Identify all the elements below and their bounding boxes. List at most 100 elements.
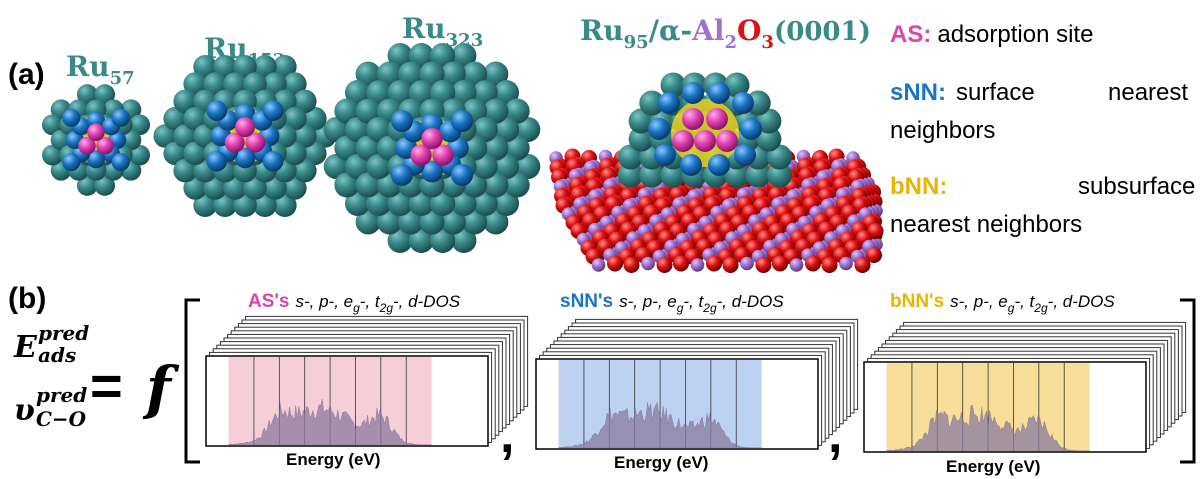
ru-atom — [756, 126, 782, 152]
surface-nn-atom — [451, 110, 474, 133]
ru-atom — [303, 141, 327, 166]
legend-bnn: bNN: subsurface nearest neighbors — [890, 173, 1200, 238]
ru-atom — [273, 54, 297, 79]
aluminum-atom — [690, 258, 705, 272]
left-bracket — [184, 298, 200, 464]
ru-atom — [334, 98, 360, 124]
adsorption-site-atom — [235, 117, 255, 138]
ru-atom — [223, 176, 247, 200]
ru-atom — [440, 209, 466, 235]
ru-atom — [323, 116, 349, 143]
ru-atom — [173, 124, 197, 148]
ru-atom — [41, 144, 63, 166]
surface-nn-atom — [648, 118, 670, 140]
surface-nn-atom — [390, 110, 413, 133]
surface-nn-atom — [654, 144, 676, 166]
ru-atom — [344, 116, 371, 143]
x-axis-label-snn: Energy (eV) — [614, 453, 708, 472]
ru-atom — [233, 54, 257, 79]
ru-atom — [628, 126, 654, 152]
ru-atom — [173, 158, 197, 183]
ru-atom — [472, 153, 498, 180]
dos-curve — [886, 405, 1090, 452]
ru-atom — [183, 141, 207, 166]
ru-atom — [253, 54, 277, 79]
adsorption-site-atom — [432, 144, 454, 166]
ru-atom — [376, 209, 402, 235]
adsorption-site-atom — [694, 130, 716, 152]
ru-atom — [472, 80, 498, 106]
panel-b-label: (b) — [8, 282, 46, 315]
ru-atom — [430, 43, 456, 69]
oxygen-atom — [805, 255, 821, 272]
ru-atom — [203, 176, 227, 200]
ru-atom — [639, 162, 665, 188]
surface-nn-atom — [708, 154, 730, 176]
ru-atom — [483, 98, 509, 124]
adsorption-site-atom — [682, 108, 704, 130]
legend-snn: sNN: surface nearest neighbors — [890, 79, 1195, 144]
ru-atom — [462, 135, 488, 161]
dos-curve — [558, 401, 762, 449]
ru-atom — [724, 72, 750, 98]
ru-atom — [745, 162, 771, 188]
ru-atom — [344, 190, 371, 216]
ru-atom — [462, 209, 488, 235]
ru-atom — [766, 162, 793, 188]
as-dos-title: AS's s-, p-, eg-, t2g-, d-DOS — [248, 291, 461, 315]
energy-pred-label: Epred ads — [13, 321, 89, 367]
surface-nn-atom — [262, 150, 284, 172]
ru-atom — [243, 72, 267, 96]
ru-atom — [660, 162, 686, 188]
ru-atom — [283, 176, 307, 200]
ru-atom — [366, 153, 392, 180]
right-bracket — [1180, 298, 1196, 464]
oxygen-atom — [867, 223, 884, 239]
ru153-cluster-render — [153, 54, 337, 218]
dos-curve — [228, 398, 432, 446]
oxygen-atom — [755, 257, 772, 273]
adsorption-site-atom — [421, 127, 443, 150]
ru-atom — [120, 129, 142, 151]
as-dos-stack — [205, 315, 529, 447]
ru-atom — [376, 61, 402, 87]
cluster-title-ru57: Ru57 — [66, 50, 135, 89]
ru-atom — [355, 61, 381, 87]
adsorption-site-atom — [716, 130, 738, 152]
dos-front-panel — [205, 355, 489, 447]
ru323-cluster-render — [323, 43, 541, 253]
ru-atom — [173, 89, 197, 114]
ru95-cluster-render — [617, 72, 793, 188]
adsorption-site-atom — [96, 137, 114, 155]
ru-atom — [504, 172, 530, 198]
ru-atom — [76, 175, 98, 196]
surface-nn-atom — [451, 163, 474, 186]
ru-atom — [451, 80, 477, 106]
surface-nn-atom — [111, 153, 130, 172]
surface-nn-atom — [421, 160, 443, 183]
ru-atom — [387, 43, 413, 69]
ru-atom — [483, 209, 509, 235]
panel-a-label: (a) — [8, 58, 45, 91]
ru57-cluster-render — [41, 84, 151, 196]
ru-atom — [472, 190, 498, 216]
ru-atom — [398, 61, 424, 87]
surface-nn-atom — [708, 82, 730, 104]
adsorption-site-atom — [245, 132, 266, 153]
ru-atom — [483, 135, 509, 161]
surface-nn-atom — [206, 150, 228, 172]
oxygen-atom — [623, 257, 640, 273]
ru-atom — [483, 172, 509, 198]
adsorption-site-atom — [78, 137, 96, 155]
equals-sign: = — [90, 354, 123, 417]
ru-atom — [515, 153, 541, 180]
ru-atom — [493, 190, 520, 216]
ru-atom — [355, 172, 381, 198]
ru-atom — [504, 98, 530, 124]
ru-atom — [724, 162, 750, 188]
ru-atom — [293, 158, 317, 183]
x-axis-label-as: Energy (eV) — [286, 450, 380, 469]
ru-atom — [387, 190, 413, 216]
surface-nn-atom — [62, 153, 81, 172]
ru-atom — [355, 135, 381, 161]
